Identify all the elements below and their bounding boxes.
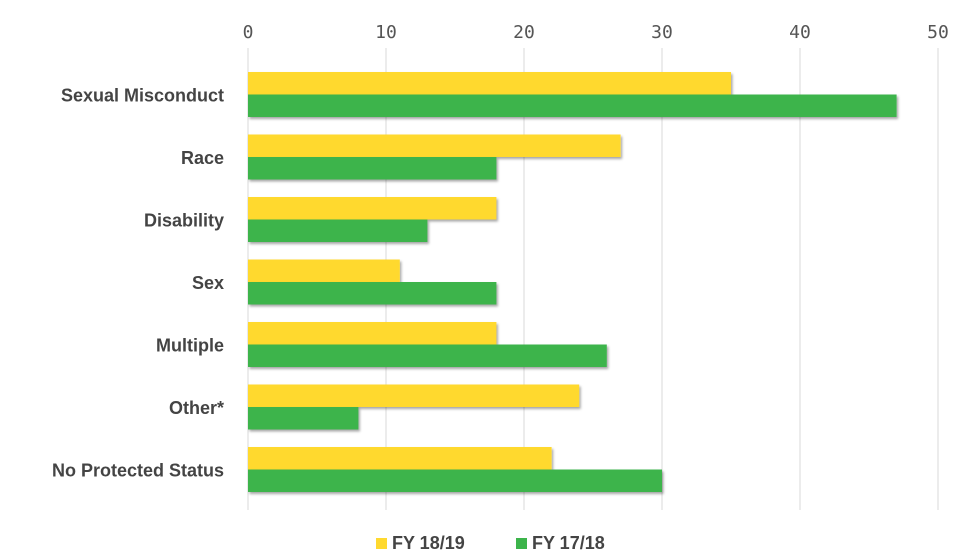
category-label: Disability <box>144 210 224 230</box>
category-label: Other* <box>169 398 224 418</box>
bars <box>248 72 897 492</box>
category-label: Multiple <box>156 335 224 355</box>
bar-fy1819-4 <box>248 322 497 345</box>
x-tick-label: 40 <box>789 22 811 43</box>
category-label: Race <box>181 148 224 168</box>
bar-fy1718-6 <box>248 469 662 492</box>
bar-fy1718-2 <box>248 219 428 242</box>
bar-fy1718-0 <box>248 94 897 117</box>
x-tick-label: 10 <box>375 22 397 43</box>
x-tick-label: 0 <box>243 22 254 43</box>
category-label: Sex <box>192 273 224 293</box>
bar-fy1718-5 <box>248 407 359 430</box>
x-tick-label: 20 <box>513 22 535 43</box>
bar-fy1819-6 <box>248 447 552 470</box>
bar-fy1819-2 <box>248 197 497 220</box>
x-tick-label: 30 <box>651 22 673 43</box>
x-tick-label: 50 <box>927 22 949 43</box>
legend: FY 18/19 FY 17/18 <box>376 533 605 553</box>
gridlines <box>247 48 939 510</box>
x-axis-tick-labels: 0 10 20 30 40 50 <box>243 22 949 43</box>
legend-swatch-0 <box>376 538 387 549</box>
bar-fy1819-5 <box>248 384 580 407</box>
bar-fy1819-1 <box>248 134 621 157</box>
bar-fy1819-3 <box>248 259 400 282</box>
legend-label-0: FY 18/19 <box>392 533 465 553</box>
bar-fy1718-3 <box>248 282 497 305</box>
legend-label-1: FY 17/18 <box>532 533 605 553</box>
category-label: No Protected Status <box>52 460 224 480</box>
category-labels: Sexual Misconduct Race Disability Sex Multip… <box>52 85 224 480</box>
category-label: Sexual Misconduct <box>61 85 224 105</box>
bar-fy1819-0 <box>248 72 731 95</box>
legend-swatch-1 <box>516 538 527 549</box>
bar-fy1718-4 <box>248 344 607 367</box>
bar-fy1718-1 <box>248 157 497 180</box>
